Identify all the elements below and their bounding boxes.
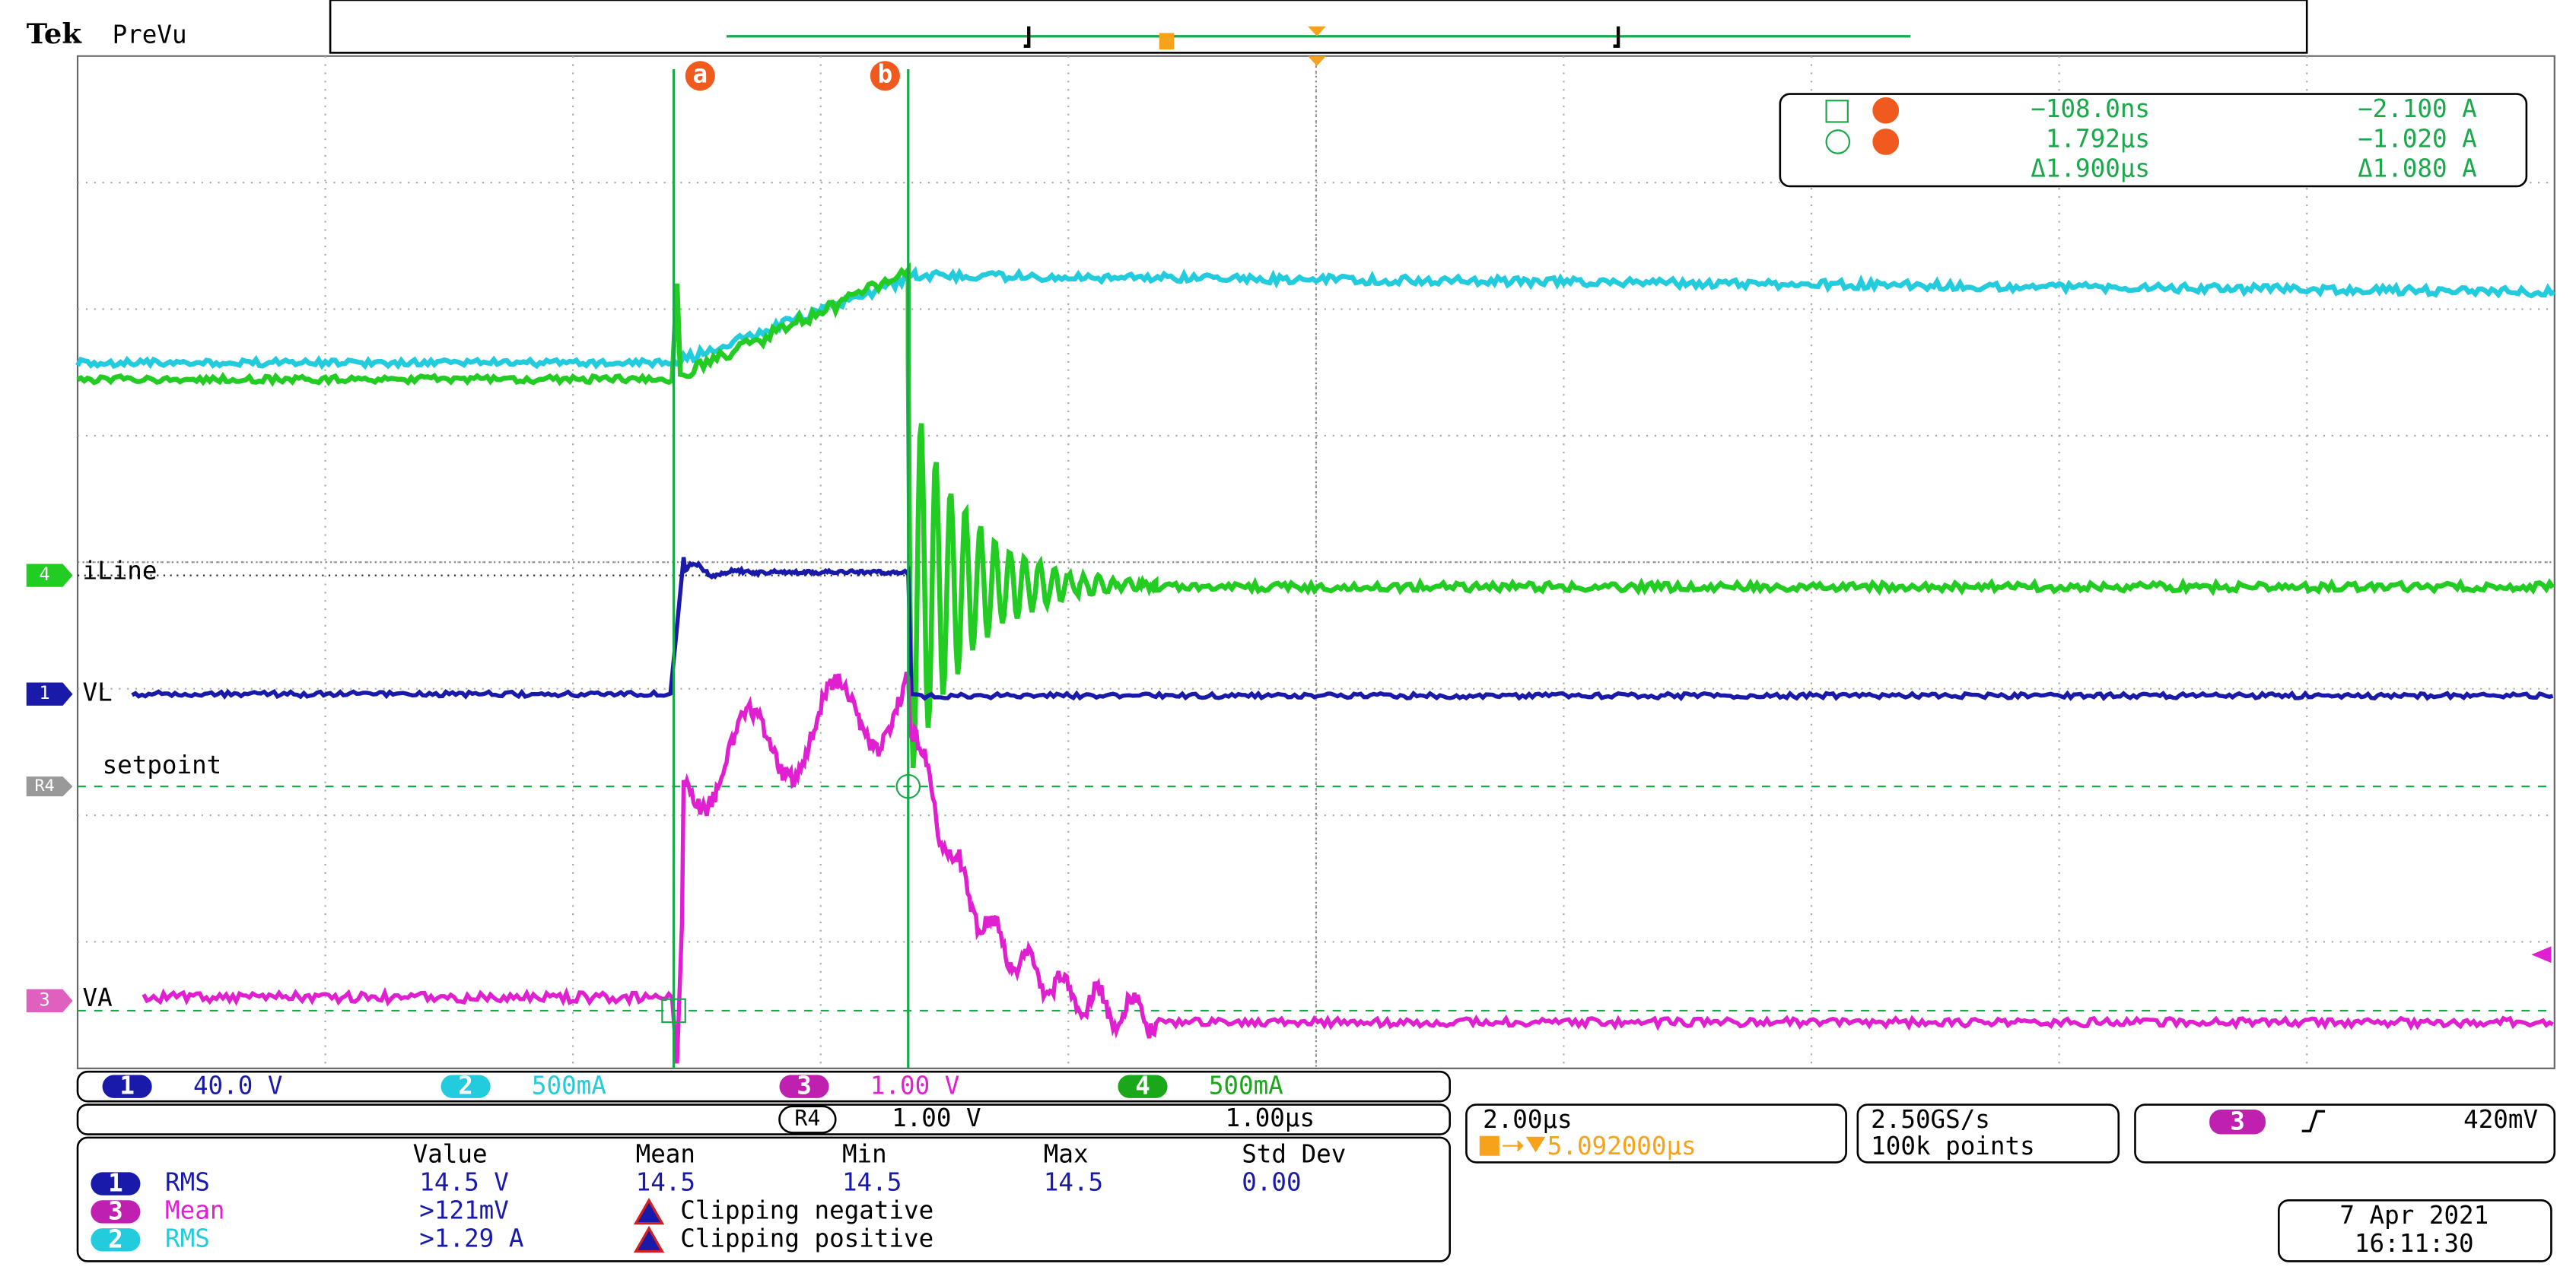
channel-scale: 1.00 V xyxy=(870,1072,960,1100)
ref-name: R4 xyxy=(794,1106,820,1131)
meas-channel: 3 xyxy=(108,1197,123,1226)
meas-header: Min xyxy=(842,1140,887,1169)
ref-scale: 1.00 V xyxy=(892,1103,981,1132)
meas-min: 14.5 xyxy=(842,1168,902,1197)
meas-header: Value xyxy=(413,1140,488,1169)
channel-label: setpoint xyxy=(103,751,222,780)
channel-scale: 500mA xyxy=(1209,1072,1283,1100)
channel-label: iLine xyxy=(83,556,157,585)
meas-std: 0.00 xyxy=(1242,1168,1301,1197)
cursor-value: Δ1.080 A xyxy=(2358,154,2477,183)
meas-name: Mean xyxy=(165,1196,224,1224)
meas-name: RMS xyxy=(165,1224,210,1253)
cursor-value: −2.100 A xyxy=(2358,94,2477,123)
cursor-a-label: a xyxy=(693,60,708,89)
trigger-icon xyxy=(1480,1136,1499,1156)
ch3-trace xyxy=(144,672,2553,1063)
date: 7 Apr 2021 xyxy=(2339,1201,2489,1230)
cursor-value: −1.020 A xyxy=(2358,124,2477,153)
cursor-time: Δ1.900µs xyxy=(2031,154,2150,183)
meas-note: Clipping positive xyxy=(680,1224,933,1253)
mode: PreVu xyxy=(113,21,187,49)
trigger-pos xyxy=(1159,33,1175,49)
meas-channel: 2 xyxy=(108,1224,123,1253)
record-length: 100k points xyxy=(1871,1132,2034,1161)
time: 16:11:30 xyxy=(2355,1229,2474,1258)
meas-max: 14.5 xyxy=(1044,1168,1103,1197)
meas-channel: 1 xyxy=(108,1169,123,1198)
sample-rate: 2.50GS/s xyxy=(1871,1105,1990,1134)
marker-label: 3 xyxy=(39,989,49,1010)
trigger-level-marker xyxy=(2531,946,2551,963)
badge xyxy=(1872,97,1899,124)
badge xyxy=(1872,129,1899,155)
meas-note: Clipping negative xyxy=(680,1196,933,1224)
page: Tek PreVu a b −108.0ns −2.100 A 1.792µs −1.… xyxy=(0,0,2576,1286)
timebase-scale: 2.00µs xyxy=(1483,1105,1573,1134)
meas-value: >1.29 A xyxy=(419,1224,523,1253)
ref-time: 1.00µs xyxy=(1226,1103,1315,1132)
meas-value: >121mV xyxy=(419,1196,509,1224)
channel-label: VL xyxy=(83,678,113,707)
marker-label: 4 xyxy=(39,564,49,585)
ch1-trace xyxy=(132,557,2553,698)
cursor-time: 1.792µs xyxy=(2046,124,2150,153)
meas-header: Max xyxy=(1044,1140,1089,1169)
trigger-source: 3 xyxy=(2230,1107,2245,1135)
meas-header: Std Dev xyxy=(1242,1140,1346,1169)
graticule xyxy=(78,56,2555,1068)
channel-number: 4 xyxy=(1135,1072,1150,1100)
trigger-level: 420mV xyxy=(2463,1105,2538,1134)
cursor-b-label: b xyxy=(878,60,893,89)
channel-number: 3 xyxy=(797,1072,812,1100)
channel-number: 2 xyxy=(458,1072,473,1100)
channel-scale: 40.0 V xyxy=(193,1072,283,1100)
brand: Tek xyxy=(27,17,83,50)
meas-header: Mean xyxy=(636,1140,695,1169)
meas-value: 14.5 V xyxy=(419,1168,509,1197)
meas-name: RMS xyxy=(165,1168,210,1197)
timebase-position: 5.092000µs xyxy=(1547,1132,1697,1161)
marker-label: 1 xyxy=(39,682,49,703)
channel-number: 1 xyxy=(119,1072,135,1100)
cursor-time: −108.0ns xyxy=(2031,94,2150,123)
marker-label: R4 xyxy=(35,776,55,795)
trigger-marker xyxy=(1308,56,1326,66)
scope-screen: Tek PreVu a b −108.0ns −2.100 A 1.792µs −1.… xyxy=(0,0,2576,1286)
channel-scale: 500mA xyxy=(532,1072,606,1100)
meas-mean: 14.5 xyxy=(636,1168,695,1197)
channel-label: VA xyxy=(83,983,113,1012)
